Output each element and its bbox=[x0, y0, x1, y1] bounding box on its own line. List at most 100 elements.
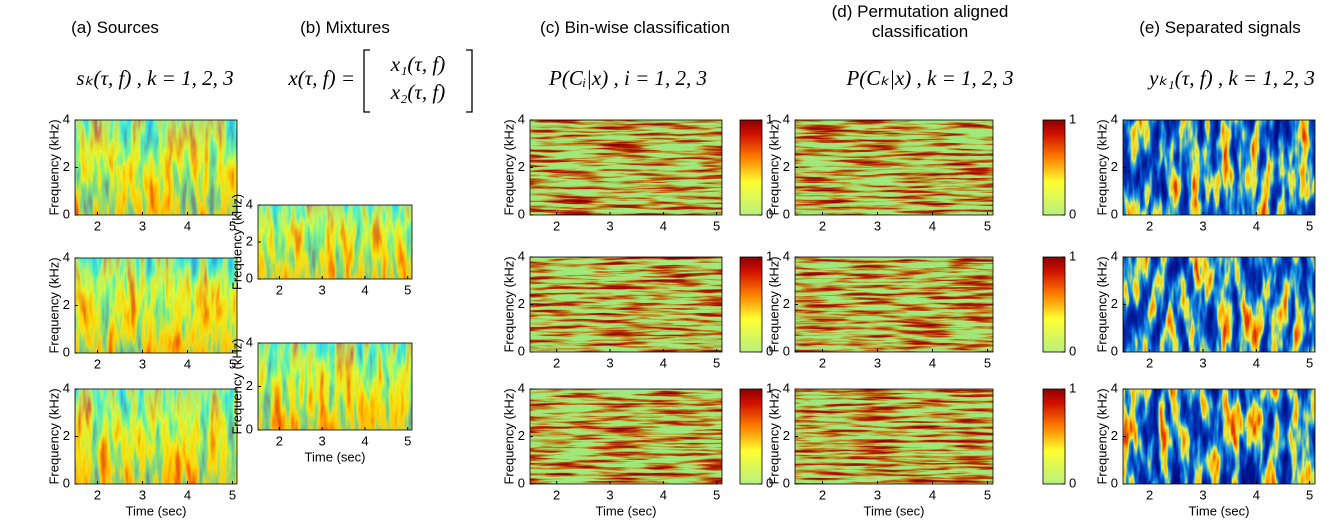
colorbar bbox=[739, 119, 763, 216]
x-tick-label: 4 bbox=[929, 218, 936, 233]
spectrogram bbox=[530, 120, 722, 215]
y-tick-label: 0 bbox=[246, 270, 253, 285]
colorbar-tick-label: 1 bbox=[766, 380, 773, 395]
y-tick-label: 0 bbox=[246, 421, 253, 436]
x-tick-label: 5 bbox=[713, 218, 720, 233]
y-tick-label: 4 bbox=[518, 380, 525, 395]
colorbar-tick-label: 0 bbox=[1069, 475, 1076, 490]
panel-title: (e) Separated signals bbox=[1139, 18, 1301, 37]
y-tick-label: 0 bbox=[783, 206, 790, 221]
y-tick-label: 0 bbox=[63, 475, 70, 490]
panel-title: (d) Permutation aligned classification bbox=[831, 2, 1009, 41]
y-tick-label: 2 bbox=[783, 428, 790, 443]
y-tick-label: 2 bbox=[1111, 296, 1118, 311]
x-tick-label: 5 bbox=[713, 487, 720, 502]
x-tick-label: 4 bbox=[1253, 487, 1260, 502]
colorbar-tick-label: 1 bbox=[766, 111, 773, 126]
x-tick-label: 2 bbox=[819, 355, 826, 370]
y-tick-label: 4 bbox=[783, 111, 790, 126]
x-tick-label: 2 bbox=[1146, 355, 1153, 370]
x-tick-label: 2 bbox=[819, 218, 826, 233]
y-tick-label: 2 bbox=[63, 428, 70, 443]
y-tick-label: 0 bbox=[63, 344, 70, 359]
panel-title: (b) Mixtures bbox=[300, 18, 390, 37]
spectrogram-tint bbox=[75, 389, 237, 484]
formula-row: x₁(τ, f) bbox=[390, 52, 445, 76]
x-tick-label: 4 bbox=[361, 282, 368, 297]
colorbar-tick-label: 1 bbox=[1069, 380, 1076, 395]
x-tick-label: 4 bbox=[184, 487, 191, 502]
y-tick-label: 4 bbox=[63, 111, 70, 126]
y-tick-label: 2 bbox=[63, 297, 70, 312]
y-tick-label: 0 bbox=[1111, 343, 1118, 358]
y-axis-label: Frequency (kHz) bbox=[766, 388, 781, 484]
panel-title: (a) Sources bbox=[71, 18, 159, 37]
y-axis-label: Frequency (kHz) bbox=[46, 388, 61, 484]
y-tick-label: 0 bbox=[1111, 475, 1118, 490]
colorbar-tick-label: 1 bbox=[766, 248, 773, 263]
y-tick-label: 0 bbox=[1111, 206, 1118, 221]
y-tick-label: 2 bbox=[246, 233, 253, 248]
formula: sₖ(τ, f) , k = 1, 2, 3 bbox=[76, 66, 233, 90]
x-tick-label: 5 bbox=[404, 282, 411, 297]
colorbar-tick-label: 1 bbox=[1069, 248, 1076, 263]
x-tick-label: 4 bbox=[660, 218, 667, 233]
x-tick-label: 5 bbox=[713, 355, 720, 370]
y-axis-label: Frequency (kHz) bbox=[501, 388, 516, 484]
y-tick-label: 2 bbox=[518, 159, 525, 174]
y-tick-label: 0 bbox=[783, 343, 790, 358]
colorbar-tick-label: 1 bbox=[1069, 111, 1076, 126]
x-tick-label: 2 bbox=[94, 218, 101, 233]
y-tick-label: 2 bbox=[783, 159, 790, 174]
x-tick-label: 4 bbox=[361, 433, 368, 448]
x-tick-label: 3 bbox=[606, 218, 613, 233]
y-tick-label: 4 bbox=[518, 111, 525, 126]
x-tick-label: 2 bbox=[553, 487, 560, 502]
x-tick-label: 5 bbox=[984, 487, 991, 502]
colorbar-tick-label: 0 bbox=[1069, 343, 1076, 358]
x-tick-label: 3 bbox=[1199, 218, 1206, 233]
y-tick-label: 4 bbox=[1111, 380, 1118, 395]
y-tick-label: 4 bbox=[246, 196, 253, 211]
x-tick-label: 5 bbox=[1306, 355, 1313, 370]
y-tick-label: 2 bbox=[63, 159, 70, 174]
colorbar bbox=[739, 388, 763, 485]
x-tick-label: 5 bbox=[229, 218, 236, 233]
y-axis-label: Frequency (kHz) bbox=[229, 338, 244, 434]
spectrogram bbox=[530, 389, 722, 484]
y-axis-label: Frequency (kHz) bbox=[1094, 256, 1109, 352]
colorbar-tick-label: 0 bbox=[766, 475, 773, 490]
x-tick-label: 3 bbox=[1199, 355, 1206, 370]
x-axis-label: Time (sec) bbox=[126, 503, 187, 518]
colorbar-tick-label: 0 bbox=[1069, 206, 1076, 221]
spectrogram-tint bbox=[75, 120, 237, 215]
x-tick-label: 2 bbox=[553, 218, 560, 233]
x-tick-label: 5 bbox=[229, 356, 236, 371]
y-tick-label: 2 bbox=[1111, 159, 1118, 174]
y-axis-label: Frequency (kHz) bbox=[1094, 388, 1109, 484]
spectrogram-tint bbox=[258, 205, 412, 279]
x-tick-label: 2 bbox=[1146, 487, 1153, 502]
colorbar bbox=[739, 256, 763, 353]
x-tick-label: 2 bbox=[819, 487, 826, 502]
y-tick-label: 2 bbox=[518, 296, 525, 311]
x-tick-label: 3 bbox=[319, 433, 326, 448]
spectrogram bbox=[1123, 257, 1315, 352]
spectrogram-tint bbox=[75, 258, 237, 353]
x-tick-label: 5 bbox=[984, 355, 991, 370]
x-tick-label: 2 bbox=[94, 356, 101, 371]
spectrogram bbox=[1123, 120, 1315, 215]
x-tick-label: 2 bbox=[276, 433, 283, 448]
x-axis-label: Time (sec) bbox=[305, 449, 366, 464]
x-tick-label: 5 bbox=[984, 218, 991, 233]
y-axis-label: Frequency (kHz) bbox=[501, 256, 516, 352]
x-tick-label: 3 bbox=[606, 355, 613, 370]
x-tick-label: 3 bbox=[606, 487, 613, 502]
formula: P(Cᵢ|x) , i = 1, 2, 3 bbox=[548, 66, 707, 90]
x-tick-label: 3 bbox=[1199, 487, 1206, 502]
x-axis-label: Time (sec) bbox=[596, 503, 657, 518]
colorbar bbox=[1042, 388, 1066, 485]
y-tick-label: 4 bbox=[63, 249, 70, 264]
